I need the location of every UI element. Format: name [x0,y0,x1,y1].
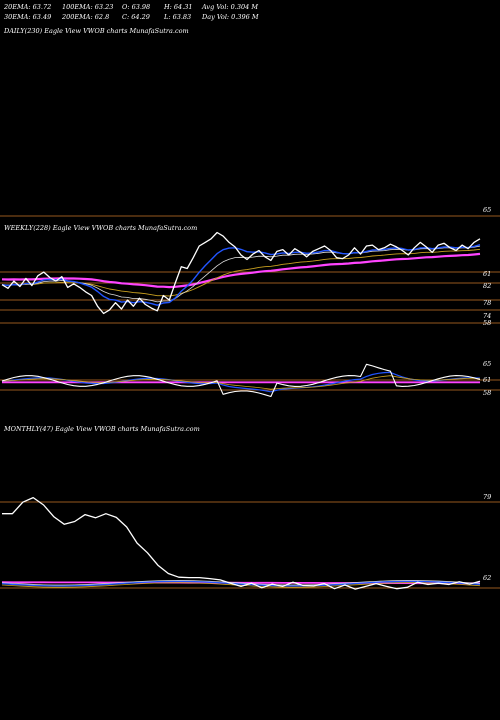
weekly-tick-label: 61 [483,270,491,278]
stat-ema100: 100EMA: 63.23 [62,3,114,11]
weekly-lower-blue [1,371,481,393]
stat-avg-vol: Avg Vol: 0.304 M [202,3,259,11]
monthly-tick-labels: 79 62 [483,493,491,582]
monthly-panel-title: MONTHLY(47) Eagle View VWOB charts Munaf… [4,425,200,433]
monthly-price-path [2,496,481,590]
weekly-lower-tick-label: 65 [483,360,491,368]
weekly-panel-title: WEEKLY(228) Eagle View VWOB charts Munaf… [4,224,198,232]
weekly-ema-blue [1,244,481,306]
stat-day-vol: Day Vol: 0.396 M [202,13,259,21]
weekly-ema-lines [1,244,481,393]
stat-high: H: 64.31 [164,3,193,11]
monthly-tick-label: 62 [483,574,491,582]
stat-ema200: 200EMA: 62.8 [62,13,110,21]
weekly-price-path [1,231,481,315]
weekly-tick-label: 78 [483,299,491,307]
weekly-lower-tick-label: 61 [483,376,491,384]
monthly-grid [0,501,500,589]
monthly-ema-blue [1,580,481,587]
weekly-lower-gold [1,375,481,390]
daily-panel-title: DAILY(230) Eagle View VWOB charts Munafa… [4,27,189,35]
weekly-ema-magenta [1,252,481,289]
weekly-lower-tick-label: 58 [483,389,491,397]
weekly-grid [0,215,500,391]
monthly-ema-white [1,580,481,586]
monthly-price-line [2,496,481,590]
stat-open: O: 63.98 [122,3,151,11]
stat-ema20: 20EMA: 63.72 [4,3,52,11]
weekly-tick-label: 74 [483,312,491,320]
weekly-tick-label: 82 [483,282,491,290]
stat-low: L: 63.83 [164,13,192,21]
stat-close: C: 64.29 [122,13,150,21]
monthly-ema-gold [1,582,481,588]
monthly-tick-label: 79 [483,493,491,501]
monthly-ema-lines [1,580,481,588]
stat-ema30: 30EMA: 63.49 [4,13,52,21]
weekly-tick-label: 58 [483,319,491,327]
weekly-ema-gold [1,248,481,297]
weekly-tick-label: 65 [483,206,491,214]
weekly-lower-price [1,363,481,398]
weekly-price-line [1,231,481,398]
